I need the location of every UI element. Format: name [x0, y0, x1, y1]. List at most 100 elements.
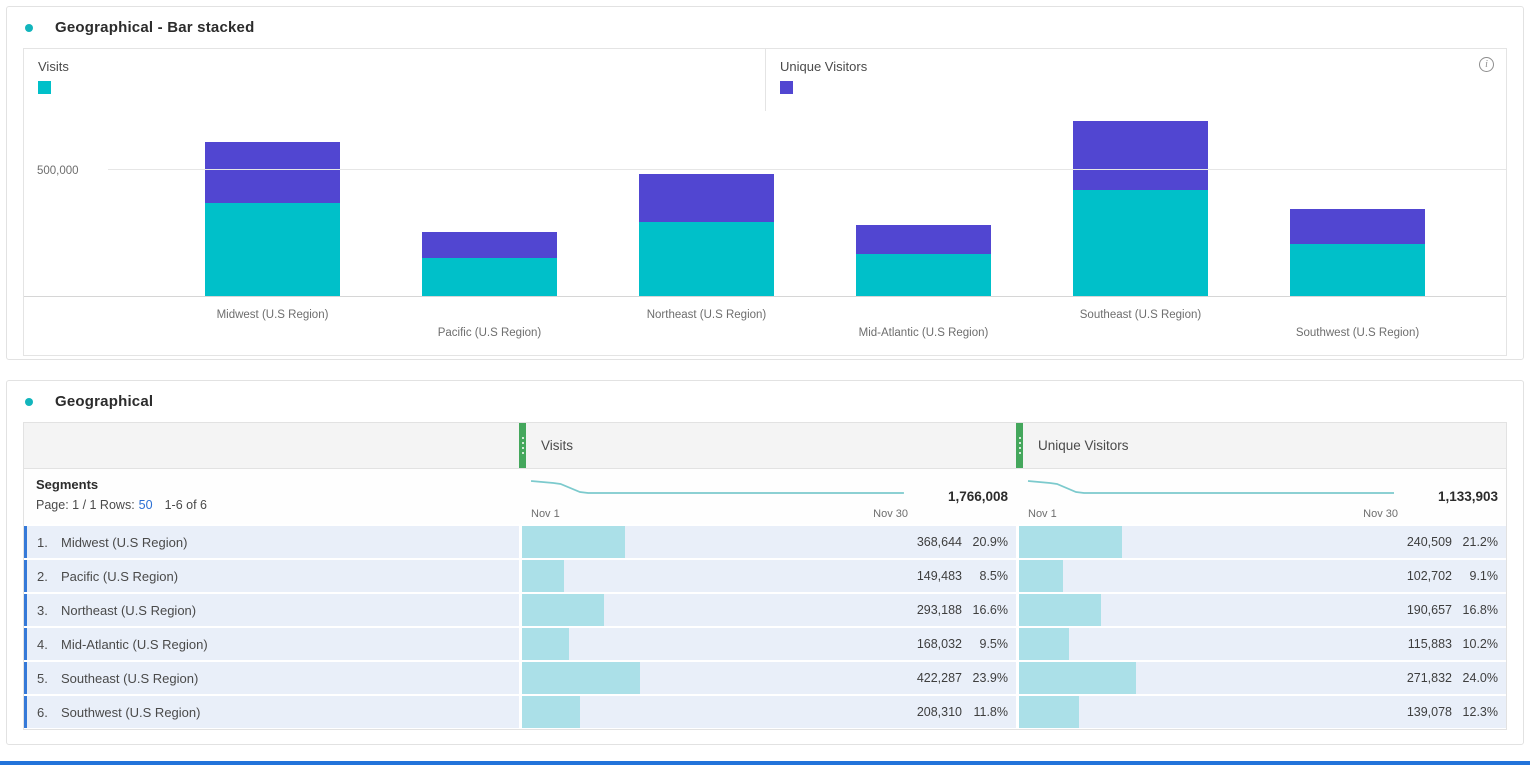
table-body: 1. Midwest (U.S Region) 368,644 20.9% 240,…	[24, 526, 1506, 728]
chart-panel: Geographical - Bar stacked Visits Unique…	[6, 6, 1524, 360]
bar-pacific[interactable]	[422, 232, 557, 296]
x-label-pacific: Pacific (U.S Region)	[437, 327, 542, 339]
uv-value: 190,657	[1406, 603, 1452, 617]
bar-mid-atlantic[interactable]	[856, 225, 991, 296]
uv-value: 271,832	[1406, 671, 1452, 685]
visits-date-start: Nov 1	[531, 508, 560, 520]
legend-unique-visitors-label: Unique Visitors	[780, 59, 868, 74]
visits-cell-bar	[522, 594, 604, 626]
visits-value: 368,644	[916, 535, 962, 549]
segment-name[interactable]: Pacific (U.S Region)	[61, 568, 179, 584]
segment-name[interactable]: Mid-Atlantic (U.S Region)	[61, 636, 208, 652]
table-row[interactable]: 2. Pacific (U.S Region) 149,483 8.5% 102,7…	[24, 560, 1506, 592]
visits-total: 1,766,008	[947, 489, 1008, 504]
chart-plot: 500,000	[24, 111, 1506, 297]
table-row[interactable]: 3. Northeast (U.S Region) 293,188 16.6% 19…	[24, 594, 1506, 626]
visits-percent: 20.9%	[972, 535, 1008, 549]
unique-visitors-column-header[interactable]: Unique Visitors	[1016, 423, 1506, 468]
uv-percent: 24.0%	[1462, 671, 1498, 685]
visits-summary-cell: Nov 1 Nov 30 1,766,008	[519, 469, 1016, 524]
y-axis-tick-label: 500,000	[37, 165, 79, 177]
visits-value: 293,188	[916, 603, 962, 617]
bottom-accent-bar	[0, 761, 1530, 765]
visits-cell-bar	[522, 526, 626, 558]
segment-name[interactable]: Southeast (U.S Region)	[61, 670, 199, 686]
column-grip-icon[interactable]	[1016, 423, 1023, 468]
row-rank: 2.	[37, 568, 48, 584]
info-icon[interactable]: i	[1479, 57, 1494, 72]
panel-accent-dot-icon	[25, 23, 33, 32]
table-row[interactable]: 6. Southwest (U.S Region) 208,310 11.8% 13…	[24, 696, 1506, 728]
unique-visitors-summary-cell: Nov 1 Nov 30 1,133,903	[1016, 469, 1506, 524]
table-panel: Geographical Visits Unique Visitors Segm…	[6, 380, 1524, 745]
visits-percent: 8.5%	[979, 569, 1009, 583]
x-label-southwest: Southwest (U.S Region)	[1295, 327, 1420, 339]
bar-northeast[interactable]	[639, 174, 774, 296]
chart-area: Visits Unique Visitors i 500,000 Midwest…	[23, 48, 1507, 356]
visits-value: 149,483	[916, 569, 962, 583]
rows-per-page-link[interactable]: 50	[138, 498, 153, 512]
bar-midwest[interactable]	[205, 142, 340, 296]
unique-visitors-sparkline: Nov 1 Nov 30	[1026, 469, 1398, 524]
row-rank: 1.	[37, 534, 48, 550]
segments-label: Segments	[36, 477, 99, 492]
unique-visitors-date-start: Nov 1	[1028, 508, 1057, 520]
visits-cell-bar	[522, 696, 581, 728]
chart-panel-title: Geographical - Bar stacked	[55, 19, 255, 36]
visits-swatch-icon[interactable]	[38, 81, 51, 94]
legend-visits: Visits	[24, 49, 765, 111]
uv-value: 115,883	[1407, 637, 1452, 651]
table-row[interactable]: 1. Midwest (U.S Region) 368,644 20.9% 240,…	[24, 526, 1506, 558]
chart-panel-header: Geographical - Bar stacked	[7, 7, 1523, 46]
uv-cell-bar	[1019, 594, 1101, 626]
segments-header-cell	[24, 423, 519, 468]
unique-visitors-column-label: Unique Visitors	[1038, 438, 1129, 453]
unique-visitors-swatch-icon[interactable]	[780, 81, 793, 94]
visits-cell-bar	[522, 628, 569, 660]
y-gridline	[108, 169, 1506, 170]
visits-value: 422,287	[916, 671, 962, 685]
uv-cell-bar	[1019, 526, 1123, 558]
table-panel-header: Geographical	[7, 381, 1523, 420]
bar-southwest[interactable]	[1290, 209, 1425, 296]
table-row[interactable]: 4. Mid-Atlantic (U.S Region) 168,032 9.5% …	[24, 628, 1506, 660]
visits-percent: 23.9%	[972, 671, 1008, 685]
x-label-mid-atlantic: Mid-Atlantic (U.S Region)	[858, 327, 989, 339]
unique-visitors-date-end: Nov 30	[1363, 508, 1398, 520]
uv-cell-bar	[1019, 628, 1069, 660]
visits-percent: 9.5%	[979, 637, 1009, 651]
chart-legend: Visits Unique Visitors i	[24, 49, 1506, 111]
uv-value: 102,702	[1406, 569, 1452, 583]
uv-percent: 10.2%	[1462, 637, 1498, 651]
uv-percent: 16.8%	[1462, 603, 1498, 617]
visits-column-label: Visits	[541, 438, 574, 453]
segment-name[interactable]: Midwest (U.S Region)	[61, 534, 188, 550]
segments-cell: Segments Page: 1 / 1 Rows: 50 1-6 of 6	[24, 469, 519, 524]
data-table: Visits Unique Visitors Segments Page: 1 …	[23, 422, 1507, 730]
visits-column-header[interactable]: Visits	[519, 423, 1016, 468]
bar-southeast[interactable]	[1073, 121, 1208, 296]
row-rank: 3.	[37, 602, 48, 618]
uv-cell-bar	[1019, 560, 1064, 592]
uv-percent: 21.2%	[1462, 535, 1498, 549]
table-row[interactable]: 5. Southeast (U.S Region) 422,287 23.9% 27…	[24, 662, 1506, 694]
x-label-northeast: Northeast (U.S Region)	[646, 309, 767, 321]
visits-cell-bar	[522, 560, 564, 592]
visits-percent: 11.8%	[973, 705, 1008, 719]
column-grip-icon[interactable]	[519, 423, 526, 468]
uv-percent: 9.1%	[1469, 569, 1499, 583]
visits-value: 168,032	[916, 637, 962, 651]
x-label-midwest: Midwest (U.S Region)	[216, 309, 329, 321]
visits-date-end: Nov 30	[873, 508, 908, 520]
segment-name[interactable]: Southwest (U.S Region)	[61, 704, 201, 720]
table-header-row: Visits Unique Visitors	[24, 423, 1506, 469]
segment-name[interactable]: Northeast (U.S Region)	[61, 602, 197, 618]
page-prefix: Page: 1 / 1 Rows:	[36, 498, 135, 512]
visits-sparkline: Nov 1 Nov 30	[529, 469, 908, 524]
pagination-info: Page: 1 / 1 Rows: 50 1-6 of 6	[36, 498, 519, 512]
row-rank: 4.	[37, 636, 48, 652]
row-rank: 6.	[37, 704, 48, 720]
visits-cell-bar	[522, 662, 641, 694]
uv-value: 139,078	[1406, 705, 1452, 719]
table-panel-title: Geographical	[55, 393, 154, 410]
